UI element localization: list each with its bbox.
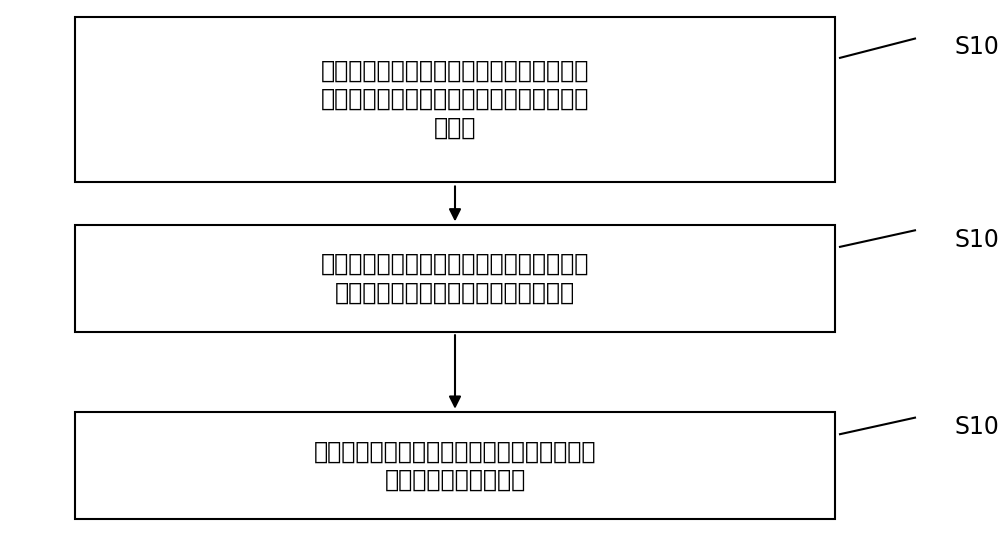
Bar	[75, 412, 835, 519]
Text: 量个脉冲信号，得到第一预设数量个基带回: 量个脉冲信号，得到第一预设数量个基带回	[321, 87, 589, 111]
Bar	[75, 17, 835, 182]
Text: 到回波子脉冲信号向量: 到回波子脉冲信号向量	[384, 468, 526, 492]
Text: 利用带通滤波器对回波信号向量进行滤波，得: 利用带通滤波器对回波信号向量进行滤波，得	[314, 439, 596, 463]
Text: 波信号: 波信号	[434, 116, 476, 140]
Bar	[75, 225, 835, 332]
Text: S1042: S1042	[955, 228, 1000, 252]
Text: 样，得到第一预设数量个回波信号向量: 样，得到第一预设数量个回波信号向量	[335, 280, 575, 305]
Text: 按照预设采样频率，对基带回波信号进行采: 按照预设采样频率，对基带回波信号进行采	[321, 252, 589, 276]
Text: 根据第一预设数量个回波信号和第一预设数: 根据第一预设数量个回波信号和第一预设数	[321, 58, 589, 83]
Text: S1043: S1043	[955, 415, 1000, 439]
Text: S1041: S1041	[955, 35, 1000, 59]
